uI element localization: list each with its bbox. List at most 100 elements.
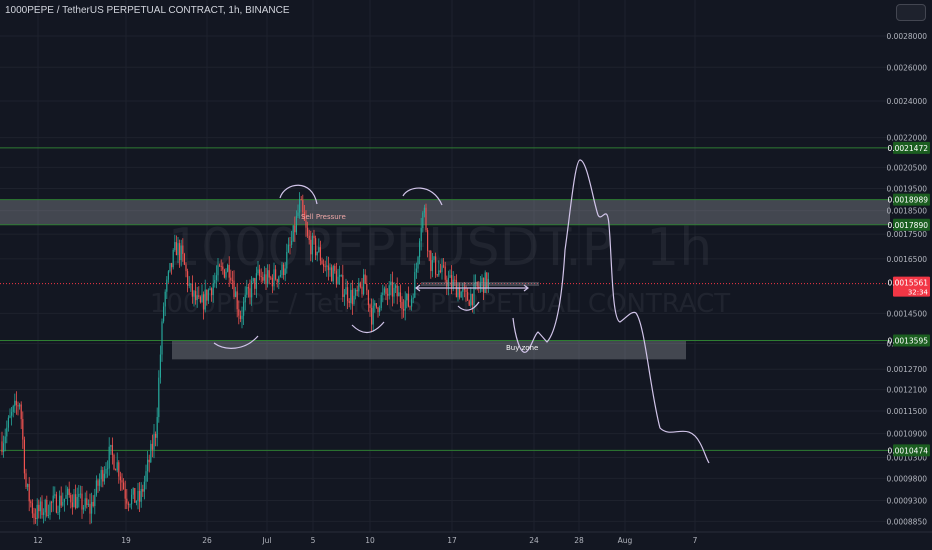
candle-body[interactable]	[289, 244, 291, 246]
candle-body[interactable]	[459, 287, 461, 298]
candle-body[interactable]	[195, 291, 197, 301]
candle-body[interactable]	[223, 269, 225, 278]
candle-body[interactable]	[230, 277, 232, 281]
candle-body[interactable]	[105, 469, 107, 474]
candle-body[interactable]	[265, 274, 267, 285]
candle-body[interactable]	[60, 495, 62, 506]
candle-body[interactable]	[203, 294, 205, 310]
candle-body[interactable]	[473, 283, 475, 306]
candle-body[interactable]	[281, 264, 283, 275]
candle-body[interactable]	[487, 278, 489, 289]
candle-body[interactable]	[292, 225, 294, 241]
candle-body[interactable]	[167, 271, 169, 280]
candle-body[interactable]	[41, 501, 43, 515]
candle-body[interactable]	[11, 411, 13, 416]
candle-body[interactable]	[479, 282, 481, 288]
level-price-badge[interactable]	[893, 141, 930, 154]
candle-body[interactable]	[347, 287, 349, 302]
candle-body[interactable]	[148, 459, 150, 463]
candle-body[interactable]	[351, 289, 353, 305]
candle-body[interactable]	[286, 251, 288, 269]
candle-body[interactable]	[259, 269, 261, 277]
candle-body[interactable]	[332, 265, 334, 282]
candle-body[interactable]	[185, 264, 187, 272]
candle-body[interactable]	[483, 277, 485, 293]
candle-body[interactable]	[393, 287, 395, 297]
candle-body[interactable]	[147, 459, 149, 472]
candle-body[interactable]	[38, 504, 40, 512]
candle-body[interactable]	[342, 275, 344, 297]
candle-body[interactable]	[412, 297, 414, 299]
candle-body[interactable]	[169, 263, 171, 272]
candle-body[interactable]	[103, 473, 105, 482]
projection-path[interactable]	[512, 159, 710, 464]
candle-body[interactable]	[361, 286, 363, 295]
candle-body[interactable]	[406, 293, 408, 301]
candle-body[interactable]	[171, 263, 173, 268]
candle-body[interactable]	[414, 272, 416, 298]
candle-body[interactable]	[251, 280, 253, 298]
candle-body[interactable]	[316, 251, 318, 256]
candle-body[interactable]	[201, 294, 203, 303]
candle-body[interactable]	[156, 417, 158, 438]
candle-body[interactable]	[119, 476, 121, 481]
candle-body[interactable]	[235, 291, 237, 297]
candle-body[interactable]	[441, 265, 443, 272]
candle-body[interactable]	[140, 489, 142, 502]
candle-body[interactable]	[62, 501, 64, 506]
candle-body[interactable]	[340, 275, 342, 276]
candle-body[interactable]	[353, 295, 355, 305]
candle-body[interactable]	[345, 287, 347, 295]
candle-body[interactable]	[276, 279, 278, 283]
candle-body[interactable]	[427, 230, 429, 251]
candle-body[interactable]	[295, 216, 297, 233]
candle-body[interactable]	[107, 468, 109, 470]
candle-body[interactable]	[113, 454, 115, 470]
candle-body[interactable]	[431, 260, 433, 272]
candle-body[interactable]	[268, 270, 270, 278]
candle-body[interactable]	[455, 280, 457, 298]
candle-body[interactable]	[451, 275, 453, 287]
candle-body[interactable]	[428, 250, 430, 252]
level-price-badge[interactable]	[893, 334, 930, 347]
candle-body[interactable]	[99, 479, 101, 486]
candle-body[interactable]	[35, 517, 37, 520]
candle-body[interactable]	[279, 274, 281, 277]
candle-body[interactable]	[283, 264, 285, 276]
candle-body[interactable]	[420, 228, 422, 242]
candle-body[interactable]	[3, 443, 5, 453]
candle-body[interactable]	[380, 294, 382, 309]
candle-body[interactable]	[391, 281, 393, 297]
candle-body[interactable]	[308, 235, 310, 240]
candle-body[interactable]	[433, 256, 435, 261]
candle-body[interactable]	[57, 512, 59, 513]
candle-body[interactable]	[323, 263, 325, 267]
candle-body[interactable]	[460, 291, 462, 298]
candle-body[interactable]	[70, 494, 72, 503]
candle-body[interactable]	[388, 285, 390, 296]
candle-body[interactable]	[131, 494, 133, 505]
candle-body[interactable]	[422, 212, 424, 229]
candle-body[interactable]	[247, 287, 249, 289]
candle-body[interactable]	[311, 235, 313, 255]
candle-body[interactable]	[335, 270, 337, 285]
candle-body[interactable]	[39, 501, 41, 512]
candle-body[interactable]	[255, 273, 257, 289]
candle-body[interactable]	[372, 305, 374, 325]
candle-body[interactable]	[468, 300, 470, 306]
candle-body[interactable]	[87, 503, 89, 505]
candle-body[interactable]	[79, 493, 81, 495]
candle-body[interactable]	[239, 315, 241, 319]
candle-body[interactable]	[116, 462, 118, 471]
candle-body[interactable]	[134, 488, 136, 503]
candle-body[interactable]	[425, 207, 427, 231]
arc-drawing[interactable]	[402, 187, 443, 206]
candle-body[interactable]	[454, 279, 456, 281]
candle-body[interactable]	[319, 247, 321, 261]
range-arrow-right[interactable]	[523, 284, 529, 292]
candle-body[interactable]	[4, 436, 6, 444]
candle-body[interactable]	[163, 306, 165, 322]
candle-body[interactable]	[31, 503, 33, 514]
candle-body[interactable]	[401, 302, 403, 309]
level-price-badge[interactable]	[893, 193, 930, 206]
